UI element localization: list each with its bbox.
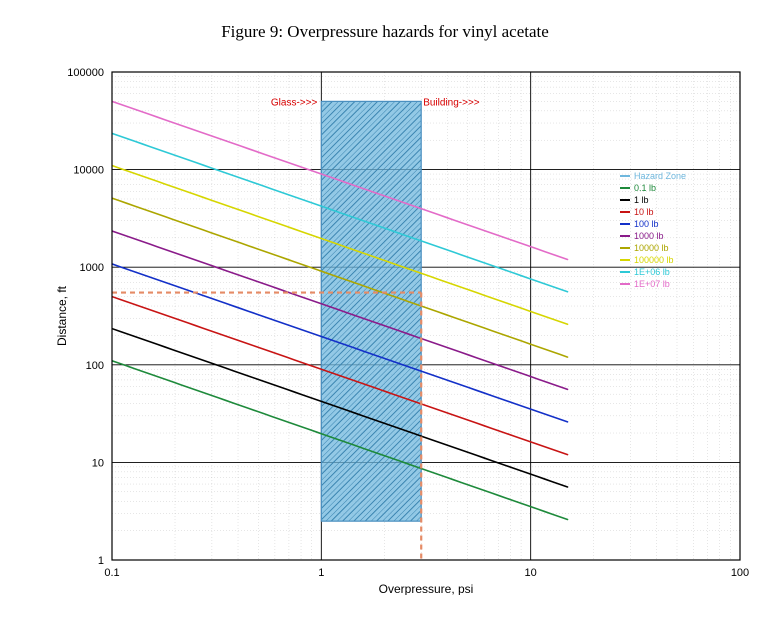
figure-title: Figure 9: Overpressure hazards for vinyl…: [0, 22, 770, 42]
svg-text:100: 100: [731, 567, 749, 579]
legend-swatch: [620, 271, 630, 273]
legend-item: 1 lb: [620, 194, 686, 206]
svg-text:100000: 100000: [67, 67, 104, 79]
svg-text:Glass->>>: Glass->>>: [271, 97, 318, 108]
legend-label: 1E+06 lb: [634, 266, 670, 278]
legend-label: 1E+07 lb: [634, 278, 670, 290]
legend-swatch: [620, 199, 630, 201]
legend-item: 1000 lb: [620, 230, 686, 242]
legend-item: 100000 lb: [620, 254, 686, 266]
chart-legend: Hazard Zone0.1 lb1 lb10 lb100 lb1000 lb1…: [620, 170, 686, 290]
svg-text:0.1: 0.1: [104, 567, 119, 579]
chart-container: Glass->>>Building->>>0.11101001101001000…: [50, 50, 750, 600]
legend-swatch: [620, 235, 630, 237]
legend-swatch: [620, 223, 630, 225]
svg-text:10: 10: [92, 457, 104, 469]
legend-item: Hazard Zone: [620, 170, 686, 182]
svg-text:10: 10: [525, 567, 537, 579]
legend-swatch: [620, 283, 630, 285]
legend-label: 10000 lb: [634, 242, 669, 254]
svg-text:1000: 1000: [80, 262, 104, 274]
legend-label: 1000 lb: [634, 230, 664, 242]
legend-item: 100 lb: [620, 218, 686, 230]
legend-label: Hazard Zone: [634, 170, 686, 182]
svg-text:1: 1: [318, 567, 324, 579]
legend-swatch: [620, 259, 630, 261]
legend-label: 1 lb: [634, 194, 649, 206]
page: Figure 9: Overpressure hazards for vinyl…: [0, 0, 770, 617]
legend-item: 1E+06 lb: [620, 266, 686, 278]
svg-text:100: 100: [86, 360, 104, 372]
legend-swatch: [620, 175, 630, 177]
legend-label: 10 lb: [634, 206, 654, 218]
legend-item: 10000 lb: [620, 242, 686, 254]
legend-swatch: [620, 247, 630, 249]
legend-item: 0.1 lb: [620, 182, 686, 194]
svg-text:10000: 10000: [73, 165, 104, 177]
legend-label: 100000 lb: [634, 254, 674, 266]
legend-swatch: [620, 187, 630, 189]
overpressure-chart: Glass->>>Building->>>0.11101001101001000…: [50, 50, 750, 595]
svg-text:Overpressure, psi: Overpressure, psi: [379, 582, 474, 595]
svg-text:Building->>>: Building->>>: [423, 97, 480, 108]
legend-swatch: [620, 211, 630, 213]
svg-text:Distance, ft: Distance, ft: [55, 285, 69, 346]
svg-text:1: 1: [98, 555, 104, 567]
legend-label: 100 lb: [634, 218, 659, 230]
legend-item: 10 lb: [620, 206, 686, 218]
legend-item: 1E+07 lb: [620, 278, 686, 290]
legend-label: 0.1 lb: [634, 182, 656, 194]
